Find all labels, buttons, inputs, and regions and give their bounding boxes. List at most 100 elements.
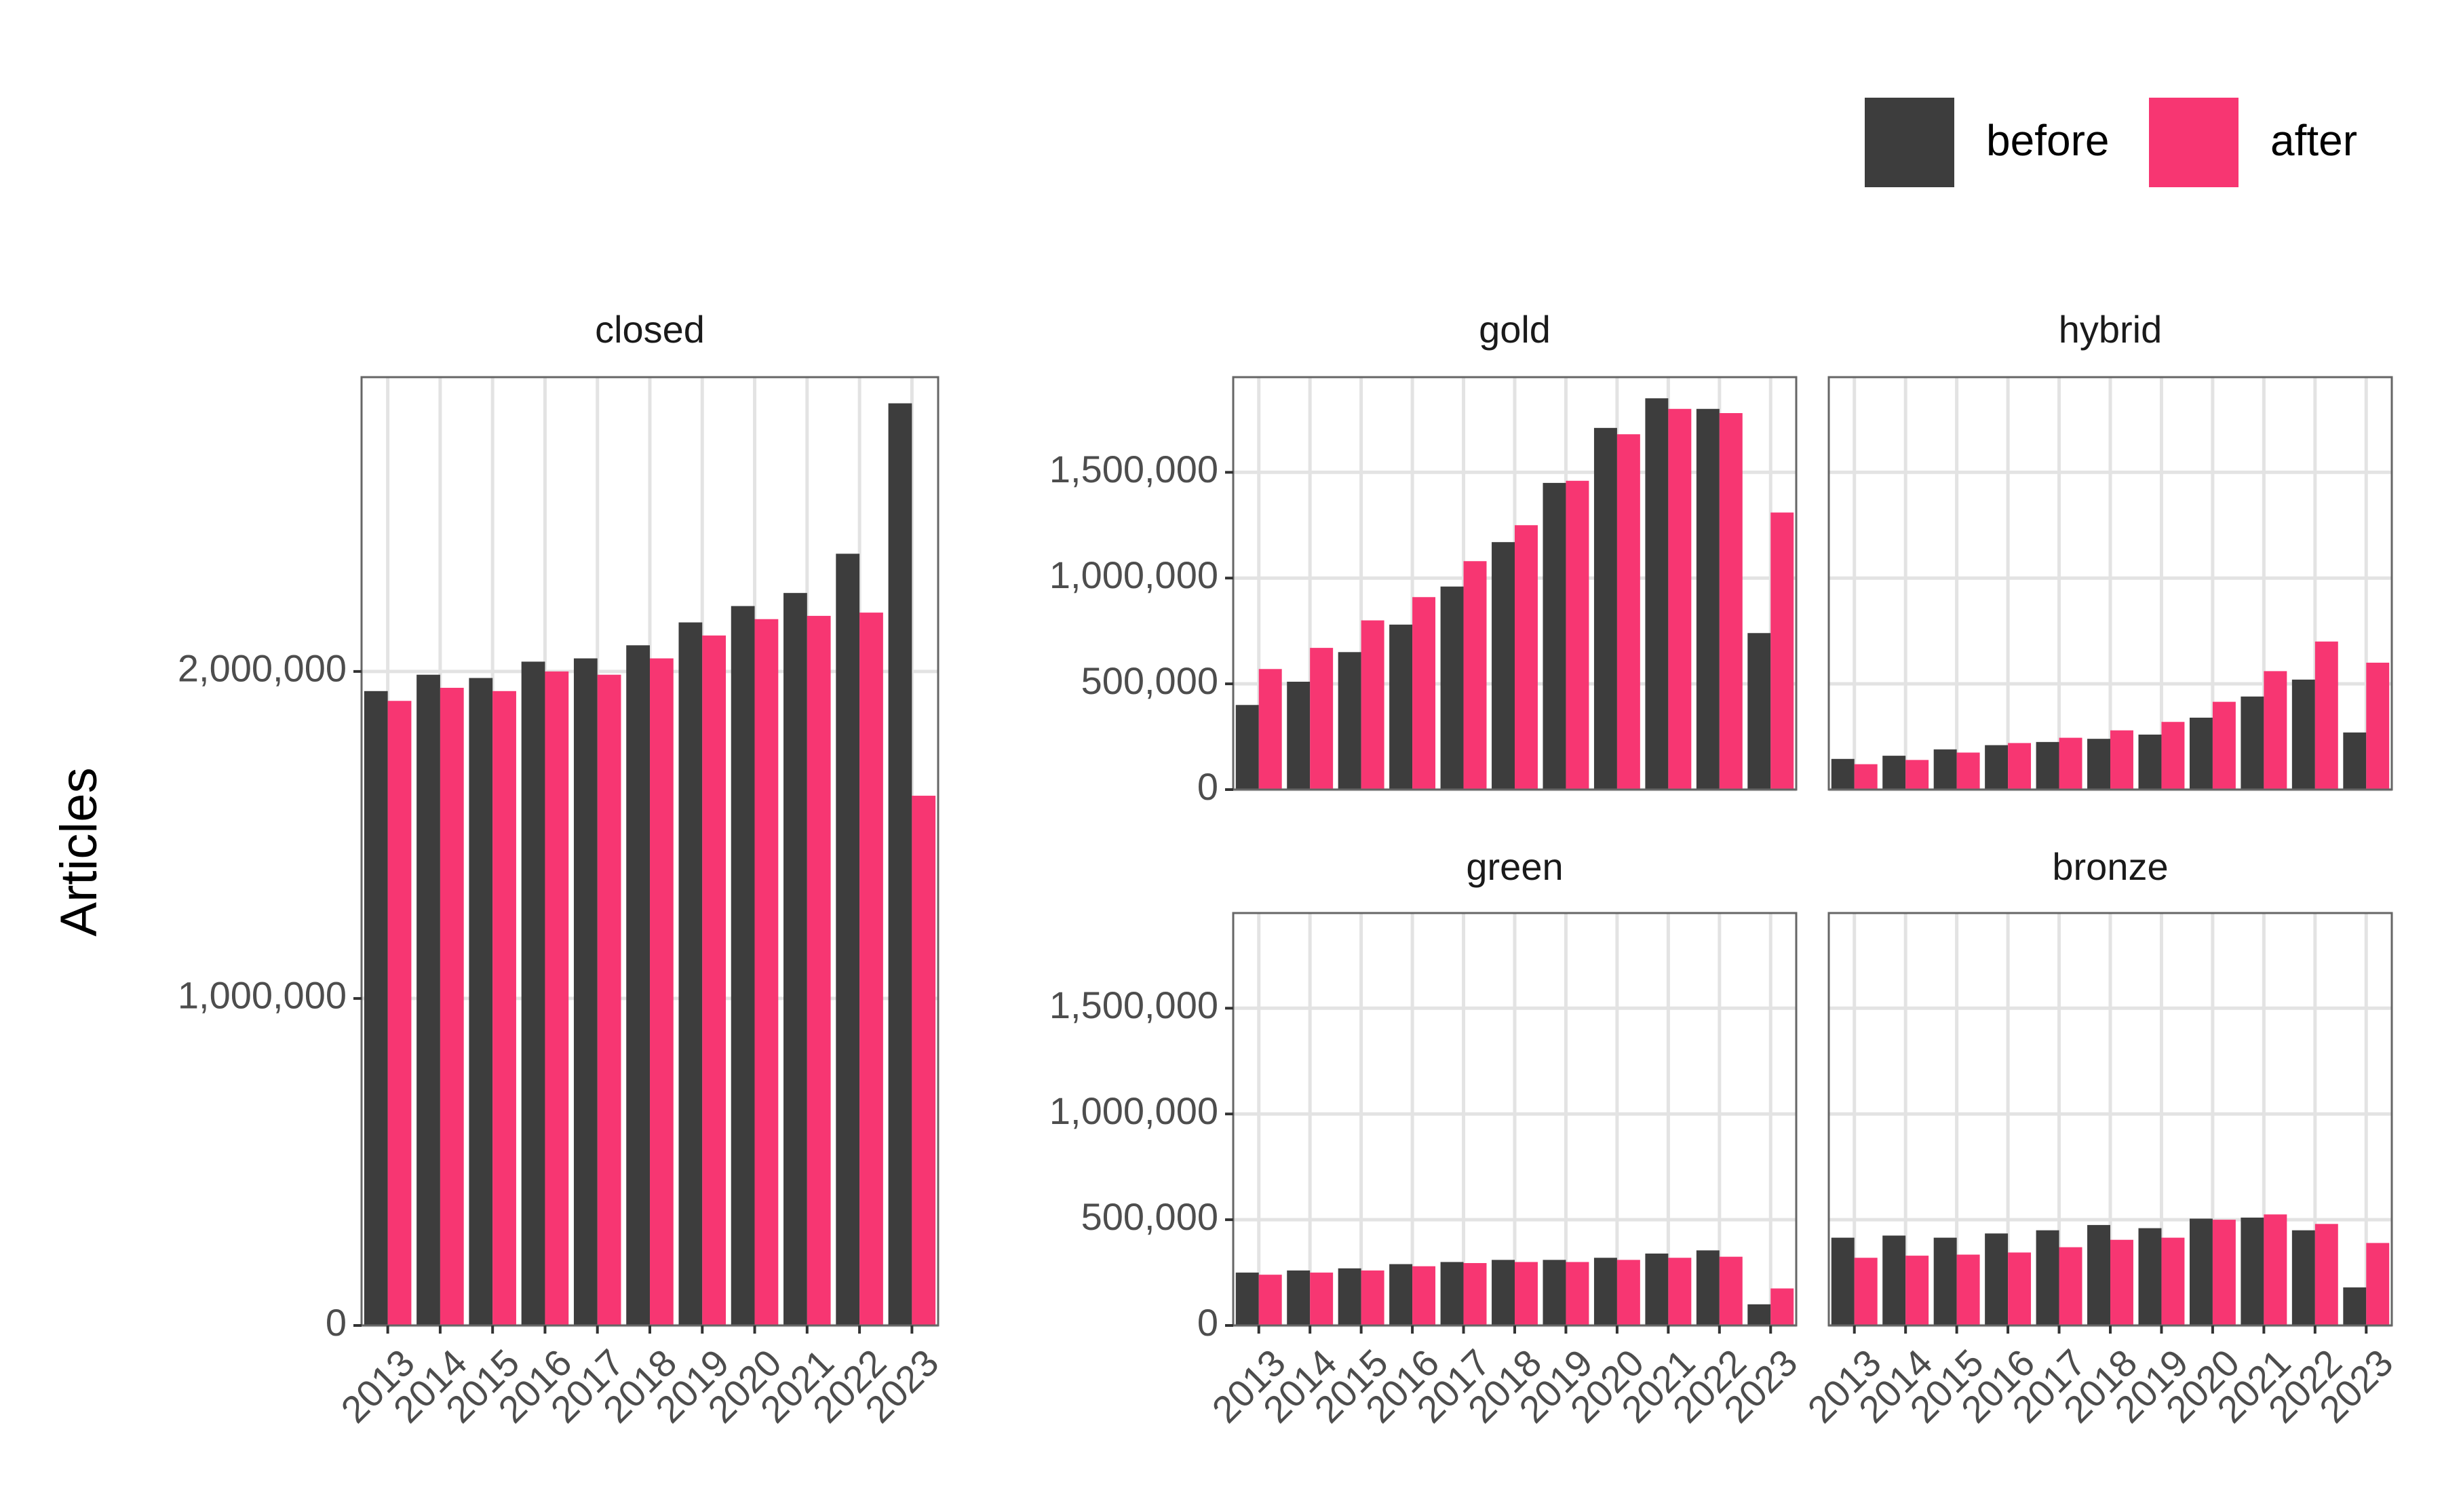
- panel-border-hybrid: [1827, 376, 2393, 791]
- legend-label-after: after: [2270, 116, 2357, 165]
- y-tick-label: 0: [1197, 765, 1218, 808]
- bar-closed-before-2019: [678, 622, 703, 1325]
- bar-hybrid-before-2020: [2189, 717, 2213, 790]
- bar-bronze-after-2017: [2059, 1247, 2082, 1325]
- bar-closed-before-2015: [469, 678, 493, 1325]
- legend-key-before: [1865, 98, 1954, 187]
- bar-closed-after-2013: [387, 701, 412, 1325]
- bar-hybrid-after-2018: [2110, 730, 2133, 790]
- bar-bronze-after-2021: [2264, 1214, 2287, 1325]
- bar-hybrid-before-2023: [2343, 732, 2367, 790]
- bar-hybrid-after-2016: [2008, 743, 2032, 790]
- bar-bronze-before-2014: [1882, 1235, 1906, 1325]
- bar-hybrid-before-2021: [2241, 696, 2264, 790]
- bar-green-after-2017: [1463, 1263, 1487, 1325]
- bar-gold-after-2023: [1770, 512, 1794, 790]
- bar-hybrid-before-2016: [1985, 745, 2009, 790]
- bar-closed-after-2018: [650, 658, 674, 1325]
- bar-gold-before-2019: [1543, 482, 1566, 790]
- bar-gold-after-2014: [1310, 648, 1334, 790]
- bar-bronze-before-2021: [2241, 1217, 2264, 1325]
- bar-gold-after-2015: [1361, 620, 1384, 790]
- bar-hybrid-before-2019: [2138, 734, 2162, 790]
- bar-closed-before-2020: [731, 606, 755, 1326]
- legend-key-after: [2149, 98, 2238, 187]
- bar-bronze-before-2015: [1933, 1237, 1957, 1325]
- bar-closed-after-2016: [545, 671, 569, 1325]
- bar-bronze-before-2016: [1985, 1233, 2009, 1325]
- bar-gold-before-2018: [1492, 542, 1515, 790]
- bar-bronze-before-2022: [2291, 1230, 2315, 1325]
- y-tick-label: 500,000: [1081, 1195, 1218, 1238]
- bar-green-before-2023: [1747, 1304, 1771, 1325]
- bar-bronze-after-2022: [2314, 1224, 2338, 1325]
- bar-green-after-2013: [1258, 1275, 1282, 1325]
- panel-title-green: green: [1466, 845, 1563, 888]
- bar-hybrid-before-2015: [1933, 749, 1957, 790]
- bar-bronze-before-2013: [1831, 1237, 1855, 1325]
- bar-closed-before-2023: [888, 403, 912, 1326]
- bar-gold-before-2022: [1696, 408, 1720, 790]
- y-tick-label: 500,000: [1081, 659, 1218, 702]
- y-tick-label: 1,000,000: [1049, 1089, 1218, 1132]
- bar-closed-after-2017: [597, 674, 621, 1325]
- bar-closed-after-2023: [912, 796, 936, 1325]
- bar-bronze-after-2018: [2110, 1239, 2133, 1325]
- bar-bronze-before-2017: [2036, 1230, 2059, 1325]
- bar-green-after-2021: [1668, 1258, 1692, 1325]
- bar-hybrid-after-2023: [2366, 662, 2390, 790]
- bar-bronze-after-2023: [2366, 1243, 2390, 1325]
- bar-hybrid-after-2021: [2264, 671, 2287, 790]
- bar-green-after-2019: [1566, 1262, 1589, 1325]
- legend-label-before: before: [1986, 116, 2109, 165]
- bar-closed-after-2022: [859, 613, 883, 1326]
- bar-bronze-after-2019: [2161, 1237, 2185, 1325]
- y-tick-label: 1,500,000: [1049, 448, 1218, 490]
- bar-gold-before-2015: [1338, 652, 1361, 790]
- bar-green-before-2015: [1338, 1268, 1361, 1325]
- bar-hybrid-after-2015: [1956, 752, 1980, 790]
- bar-hybrid-after-2022: [2314, 641, 2338, 790]
- bar-gold-after-2013: [1258, 669, 1282, 790]
- bar-bronze-before-2019: [2138, 1228, 2162, 1325]
- bar-bronze-after-2020: [2212, 1220, 2236, 1325]
- bar-green-after-2014: [1310, 1273, 1334, 1325]
- y-tick-label: 1,500,000: [1049, 984, 1218, 1026]
- bar-green-before-2013: [1235, 1273, 1259, 1325]
- bar-hybrid-before-2018: [2087, 739, 2110, 790]
- panel-title-closed: closed: [595, 308, 705, 351]
- bar-bronze-before-2023: [2343, 1287, 2367, 1325]
- bar-gold-after-2022: [1719, 413, 1743, 790]
- panel-border-gold: [1232, 376, 1798, 791]
- bar-gold-after-2021: [1668, 408, 1692, 790]
- bar-gold-before-2016: [1389, 624, 1413, 790]
- bar-hybrid-before-2014: [1882, 756, 1906, 790]
- bar-closed-after-2015: [492, 691, 516, 1325]
- bar-closed-before-2018: [626, 645, 650, 1325]
- bar-gold-before-2014: [1287, 681, 1311, 790]
- bar-closed-after-2021: [807, 615, 831, 1325]
- bar-hybrid-before-2022: [2291, 679, 2315, 790]
- bar-hybrid-before-2017: [2036, 741, 2059, 790]
- panel-title-hybrid: hybrid: [2059, 308, 2163, 351]
- bar-green-before-2017: [1440, 1262, 1464, 1325]
- bar-closed-before-2014: [416, 674, 440, 1325]
- bar-green-after-2016: [1412, 1266, 1436, 1325]
- y-tick-label: 0: [1197, 1301, 1218, 1344]
- bar-gold-after-2017: [1463, 561, 1487, 790]
- bar-green-after-2020: [1616, 1260, 1640, 1325]
- bar-bronze-after-2015: [1956, 1254, 1980, 1325]
- bar-hybrid-after-2019: [2161, 722, 2185, 790]
- bar-closed-after-2014: [440, 687, 464, 1325]
- bar-green-before-2014: [1287, 1270, 1311, 1325]
- bar-closed-before-2021: [783, 593, 807, 1325]
- bar-bronze-after-2016: [2008, 1252, 2032, 1325]
- bar-gold-after-2016: [1412, 597, 1436, 790]
- bar-green-before-2020: [1593, 1258, 1617, 1325]
- bar-gold-before-2017: [1440, 586, 1464, 790]
- bar-green-before-2022: [1696, 1250, 1720, 1325]
- bar-closed-after-2020: [754, 619, 779, 1326]
- bar-green-after-2022: [1719, 1256, 1743, 1325]
- y-tick-label: 0: [326, 1301, 347, 1344]
